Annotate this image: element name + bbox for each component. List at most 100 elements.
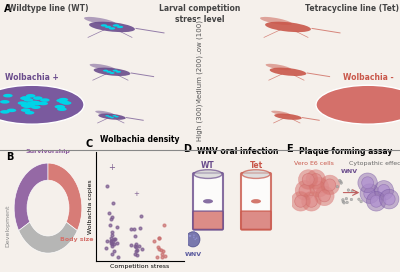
Text: Medium (200): Medium (200)	[197, 55, 203, 104]
Point	[156, 246, 162, 251]
Point	[110, 239, 116, 243]
Point	[159, 255, 165, 259]
Point	[130, 227, 137, 231]
Ellipse shape	[251, 199, 261, 203]
Circle shape	[190, 235, 191, 237]
Ellipse shape	[90, 64, 115, 70]
Ellipse shape	[98, 113, 126, 120]
Ellipse shape	[203, 199, 213, 203]
Circle shape	[316, 85, 400, 124]
Circle shape	[340, 182, 342, 184]
Ellipse shape	[242, 170, 270, 178]
Circle shape	[3, 94, 13, 97]
Text: Wolbachia +: Wolbachia +	[5, 73, 59, 82]
Point	[128, 243, 134, 247]
Point	[109, 244, 115, 248]
Circle shape	[24, 98, 33, 102]
Text: Wildtype line (WT): Wildtype line (WT)	[8, 4, 88, 14]
Circle shape	[383, 193, 395, 205]
Circle shape	[302, 174, 314, 186]
Circle shape	[57, 107, 67, 111]
Circle shape	[291, 191, 310, 211]
Ellipse shape	[270, 68, 306, 76]
Point	[109, 252, 115, 257]
Circle shape	[0, 110, 10, 114]
Circle shape	[33, 101, 43, 105]
Circle shape	[351, 190, 354, 192]
FancyBboxPatch shape	[193, 173, 223, 230]
Text: Development: Development	[5, 205, 10, 247]
Text: WNV: WNV	[341, 169, 358, 174]
Circle shape	[103, 70, 108, 72]
Wedge shape	[48, 163, 82, 231]
Point	[114, 225, 120, 229]
Ellipse shape	[260, 17, 292, 25]
Text: +: +	[108, 163, 116, 172]
Circle shape	[196, 237, 198, 239]
Circle shape	[336, 185, 339, 188]
Point	[132, 244, 138, 248]
Circle shape	[18, 101, 27, 105]
Ellipse shape	[271, 111, 290, 116]
Circle shape	[30, 101, 40, 104]
Point	[155, 245, 161, 249]
Text: +: +	[133, 191, 139, 197]
Point	[162, 254, 168, 258]
Circle shape	[20, 97, 30, 100]
Circle shape	[346, 201, 348, 204]
Circle shape	[186, 232, 200, 247]
Ellipse shape	[89, 22, 135, 32]
Circle shape	[110, 117, 114, 118]
Text: B: B	[6, 152, 13, 162]
Circle shape	[106, 71, 111, 73]
X-axis label: Competition stress: Competition stress	[110, 264, 170, 269]
Ellipse shape	[274, 113, 302, 120]
Circle shape	[115, 116, 119, 118]
Text: Larval competition
stress level: Larval competition stress level	[159, 4, 241, 24]
Circle shape	[22, 104, 32, 108]
Circle shape	[105, 115, 109, 116]
Wedge shape	[19, 222, 77, 253]
Point	[110, 200, 116, 205]
Circle shape	[59, 100, 69, 104]
Text: Body size: Body size	[60, 237, 94, 242]
Circle shape	[358, 173, 377, 193]
Circle shape	[189, 235, 190, 237]
Point	[115, 255, 122, 259]
Point	[135, 244, 142, 248]
Circle shape	[347, 189, 350, 191]
Circle shape	[194, 230, 195, 232]
Circle shape	[360, 200, 362, 203]
Circle shape	[109, 27, 115, 30]
Circle shape	[366, 191, 386, 211]
Circle shape	[0, 85, 84, 124]
Point	[111, 242, 117, 246]
Circle shape	[23, 104, 33, 108]
Point	[114, 241, 121, 246]
Text: D: D	[183, 144, 191, 154]
Circle shape	[26, 94, 36, 98]
Text: WNV: WNV	[184, 252, 202, 257]
Point	[108, 239, 114, 243]
Circle shape	[116, 71, 121, 73]
Circle shape	[26, 102, 36, 105]
Circle shape	[30, 101, 40, 105]
Circle shape	[298, 170, 318, 189]
Point	[133, 248, 140, 252]
Point	[107, 236, 114, 240]
Circle shape	[25, 111, 34, 115]
Circle shape	[364, 188, 376, 200]
Circle shape	[0, 100, 10, 104]
Point	[134, 252, 140, 257]
Circle shape	[21, 104, 30, 107]
Point	[158, 248, 164, 252]
Circle shape	[309, 177, 329, 197]
Circle shape	[358, 198, 360, 200]
Point	[139, 247, 145, 252]
Circle shape	[318, 190, 330, 202]
Circle shape	[105, 26, 111, 28]
Circle shape	[189, 235, 190, 237]
Point	[108, 217, 114, 221]
Circle shape	[21, 108, 30, 112]
Circle shape	[374, 181, 394, 200]
